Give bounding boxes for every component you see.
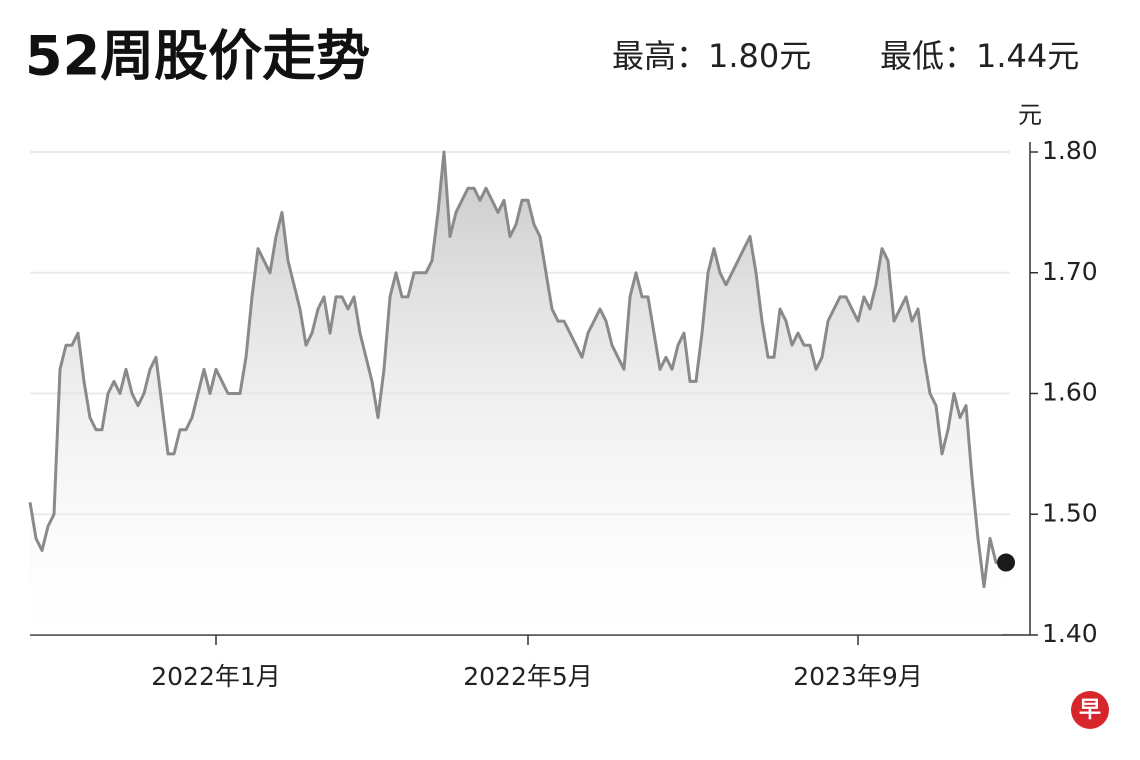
y-tick-label: 1.40 bbox=[1042, 619, 1098, 648]
line bbox=[28, 150, 1002, 589]
x-tick-label: 2023年9月 bbox=[793, 662, 923, 691]
x-tick-label: 2022年5月 bbox=[463, 662, 593, 691]
y-axis-label: 元 bbox=[1018, 101, 1042, 129]
logo: 早 bbox=[1079, 698, 1101, 723]
y-tick-label: 1.80 bbox=[1042, 136, 1098, 165]
end-point bbox=[997, 553, 1015, 572]
annotation: 最低：1.44元 bbox=[880, 37, 1079, 75]
logo-badge bbox=[1071, 691, 1109, 729]
chart-title: 52周股价走势 bbox=[25, 25, 370, 88]
y-tick-label: 1.60 bbox=[1042, 378, 1098, 407]
y-tick-label: 1.70 bbox=[1042, 257, 1098, 286]
area bbox=[30, 152, 1002, 635]
annotation: 最高：1.80元 bbox=[612, 37, 811, 75]
x-tick-label: 2022年1月 bbox=[151, 662, 281, 691]
y-tick-label: 1.50 bbox=[1042, 498, 1098, 527]
